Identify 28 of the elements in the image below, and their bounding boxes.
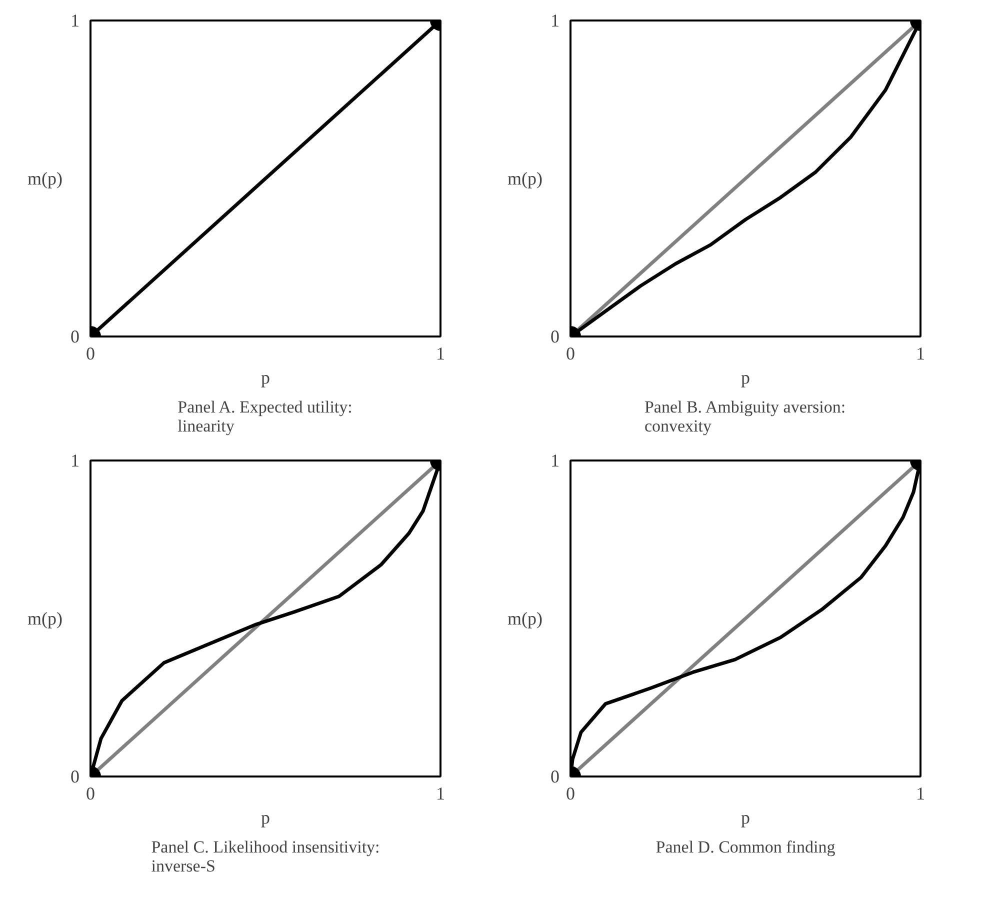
x-tick-label: 0 <box>566 344 575 364</box>
text: Panel B. Ambiguity aversion: convexity <box>644 398 846 436</box>
y-tick-label: 0 <box>550 326 560 346</box>
text: Panel A. Expected utility: linearity <box>178 398 352 436</box>
y-tick-label: 0 <box>70 766 80 786</box>
y-tick-label: 0 <box>70 326 80 346</box>
x-tick-label: 0 <box>86 784 95 804</box>
text: Panel D. Common finding <box>656 838 836 856</box>
x-tick-label: 0 <box>86 344 95 364</box>
x-axis-title: p <box>741 368 750 388</box>
y-tick-label: 1 <box>70 10 80 30</box>
y-tick-label: 1 <box>550 450 560 470</box>
y-tick-label: 0 <box>550 766 560 786</box>
x-tick-label: 1 <box>916 344 925 364</box>
text: Panel C. Likelihood insensitivity: inverse-S <box>151 838 380 876</box>
x-tick-label: 1 <box>916 784 925 804</box>
x-tick-label: 0 <box>566 784 575 804</box>
x-axis-title: p <box>261 368 270 388</box>
y-tick-label: 1 <box>70 450 80 470</box>
y-axis-title: m(p) <box>28 168 63 188</box>
x-axis-title: p <box>261 808 270 828</box>
y-axis-title: m(p) <box>508 168 543 188</box>
x-axis-title: p <box>741 808 750 828</box>
y-tick-label: 1 <box>550 10 560 30</box>
x-tick-label: 1 <box>436 784 445 804</box>
x-tick-label: 1 <box>436 344 445 364</box>
y-axis-title: m(p) <box>28 608 63 628</box>
y-axis-title: m(p) <box>508 608 543 628</box>
